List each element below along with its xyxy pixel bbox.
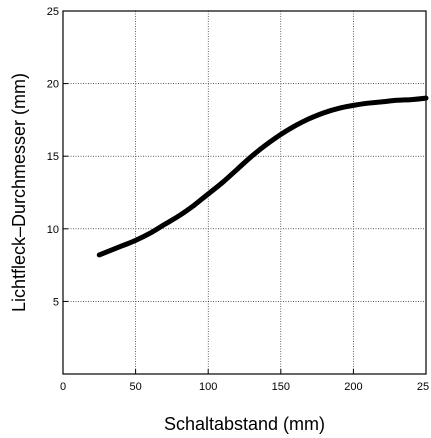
y-tick-label: 5 <box>53 296 59 308</box>
y-tick-label: 15 <box>47 151 59 163</box>
x-axis-ticks: 0 50 100 150 200 25 <box>60 369 429 393</box>
x-tick-label: 50 <box>129 381 141 393</box>
y-axis-label: Lichtfleck–Durchmesser (mm) <box>9 73 29 312</box>
x-tick-label: 25 <box>417 381 429 393</box>
grid-lines <box>63 11 426 374</box>
y-tick-label: 10 <box>47 224 59 236</box>
x-tick-label: 100 <box>199 381 217 393</box>
x-tick-label: 200 <box>344 381 362 393</box>
x-tick-label: 0 <box>60 381 66 393</box>
y-tick-label: 20 <box>47 79 59 91</box>
y-tick-label: 25 <box>47 6 59 18</box>
series-line <box>96 95 429 258</box>
x-axis-label: Schaltabstand (mm) <box>164 414 325 434</box>
x-tick-label: 150 <box>272 381 290 393</box>
plot-frame <box>62 10 427 375</box>
y-axis-ticks: 5 10 15 20 25 <box>47 6 68 308</box>
